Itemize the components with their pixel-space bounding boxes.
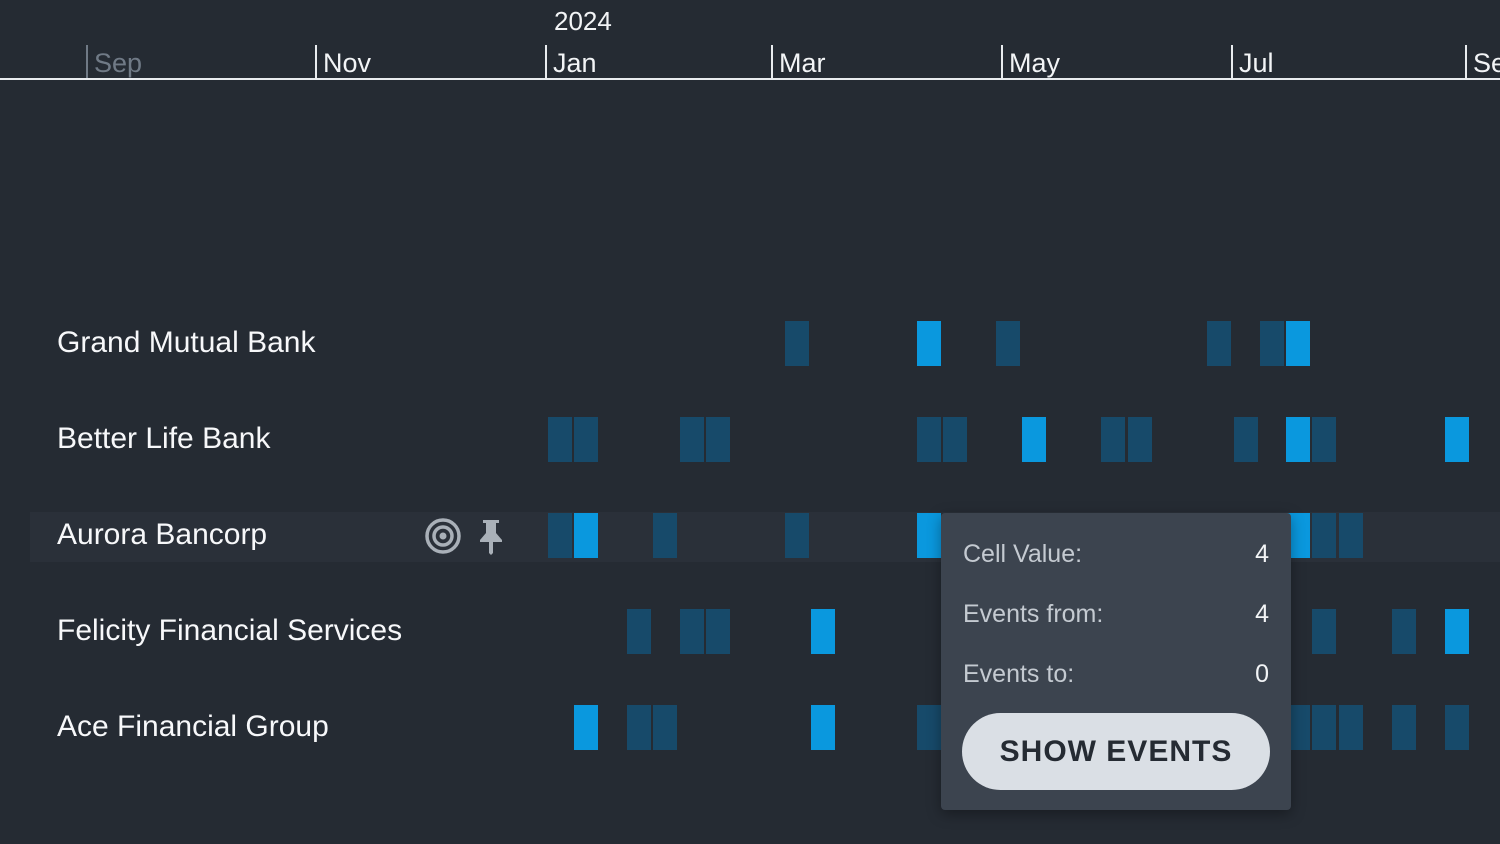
month-label-jul: Jul [1231, 45, 1274, 79]
heatmap-cell[interactable] [1445, 417, 1469, 462]
heatmap-cell[interactable] [1207, 321, 1231, 366]
row-label-better-life-bank[interactable]: Better Life Bank [57, 422, 271, 455]
tooltip-cell-value-label: Cell Value: [963, 540, 1083, 568]
heatmap-cell[interactable] [1392, 705, 1416, 750]
tooltip-cell-value: 4 [1255, 540, 1269, 568]
heatmap-cell[interactable] [785, 513, 809, 558]
show-events-button[interactable]: SHOW EVENTS [962, 713, 1270, 790]
timeline-axis [0, 78, 1500, 80]
heatmap-cell[interactable] [1312, 609, 1336, 654]
tooltip-events-from-value: 4 [1255, 600, 1269, 628]
heatmap-cell[interactable] [917, 417, 941, 462]
row-label-grand-mutual-bank[interactable]: Grand Mutual Bank [57, 326, 316, 359]
heatmap-cell[interactable] [574, 417, 598, 462]
heatmap-cell[interactable] [1286, 417, 1310, 462]
heatmap-cell[interactable] [627, 705, 651, 750]
month-label-mar: Mar [771, 45, 826, 79]
pin-icon[interactable] [474, 517, 508, 555]
month-label-sep-next: Se [1465, 45, 1500, 79]
row-label-ace-financial-group[interactable]: Ace Financial Group [57, 710, 329, 743]
cell-tooltip: Cell Value: 4 Events from: 4 Events to: … [941, 513, 1291, 810]
year-label: 2024 [554, 6, 612, 36]
heatmap-cell[interactable] [1312, 705, 1336, 750]
heatmap-cell[interactable] [574, 513, 598, 558]
heatmap-cell[interactable] [1392, 609, 1416, 654]
heatmap-cell[interactable] [1022, 417, 1046, 462]
heatmap-cell-selected[interactable] [917, 513, 941, 558]
heatmap-cell[interactable] [917, 705, 941, 750]
month-label-jan: Jan [545, 45, 597, 79]
tooltip-cell-value-row: Cell Value: 4 [963, 534, 1269, 574]
heatmap-cell[interactable] [680, 417, 704, 462]
tooltip-events-from-row: Events from: 4 [963, 594, 1269, 634]
heatmap-cell[interactable] [706, 417, 730, 462]
heatmap-cell[interactable] [785, 321, 809, 366]
heatmap-cell[interactable] [1128, 417, 1152, 462]
heatmap-cell[interactable] [548, 417, 572, 462]
heatmap-cell[interactable] [1312, 513, 1336, 558]
month-label-may: May [1001, 45, 1060, 79]
heatmap-cell[interactable] [811, 609, 835, 654]
heatmap-cell[interactable] [1234, 417, 1258, 462]
heatmap-cell[interactable] [627, 609, 651, 654]
timeline-header: 2024 Sep Nov Jan Mar May Jul Se [0, 0, 1500, 82]
heatmap-cell[interactable] [574, 705, 598, 750]
heatmap-cell[interactable] [1445, 705, 1469, 750]
heatmap-cell[interactable] [680, 609, 704, 654]
heatmap-cell[interactable] [1312, 417, 1336, 462]
heatmap-cell[interactable] [1339, 705, 1363, 750]
tooltip-events-to-label: Events to: [963, 660, 1075, 688]
heatmap-cell[interactable] [653, 513, 677, 558]
tooltip-events-to-row: Events to: 0 [963, 654, 1269, 694]
heatmap-cell[interactable] [653, 705, 677, 750]
heatmap-cell[interactable] [1286, 321, 1310, 366]
tooltip-events-from-label: Events from: [963, 600, 1104, 628]
month-label-sep: Sep [86, 45, 142, 79]
row-label-felicity-financial-services[interactable]: Felicity Financial Services [57, 614, 403, 647]
heatmap-cell[interactable] [811, 705, 835, 750]
heatmap-cell[interactable] [943, 417, 967, 462]
target-icon[interactable] [424, 517, 462, 555]
heatmap-cell[interactable] [1101, 417, 1125, 462]
heatmap-cell[interactable] [917, 321, 941, 366]
heatmap-cell[interactable] [548, 513, 572, 558]
heatmap-cell[interactable] [706, 609, 730, 654]
month-label-nov: Nov [315, 45, 371, 79]
tooltip-events-to-value: 0 [1255, 660, 1269, 688]
heatmap-cell[interactable] [996, 321, 1020, 366]
heatmap-cell[interactable] [1445, 609, 1469, 654]
row-label-aurora-bancorp[interactable]: Aurora Bancorp [57, 518, 268, 551]
heatmap-cell[interactable] [1260, 321, 1284, 366]
heatmap-cell[interactable] [1339, 513, 1363, 558]
